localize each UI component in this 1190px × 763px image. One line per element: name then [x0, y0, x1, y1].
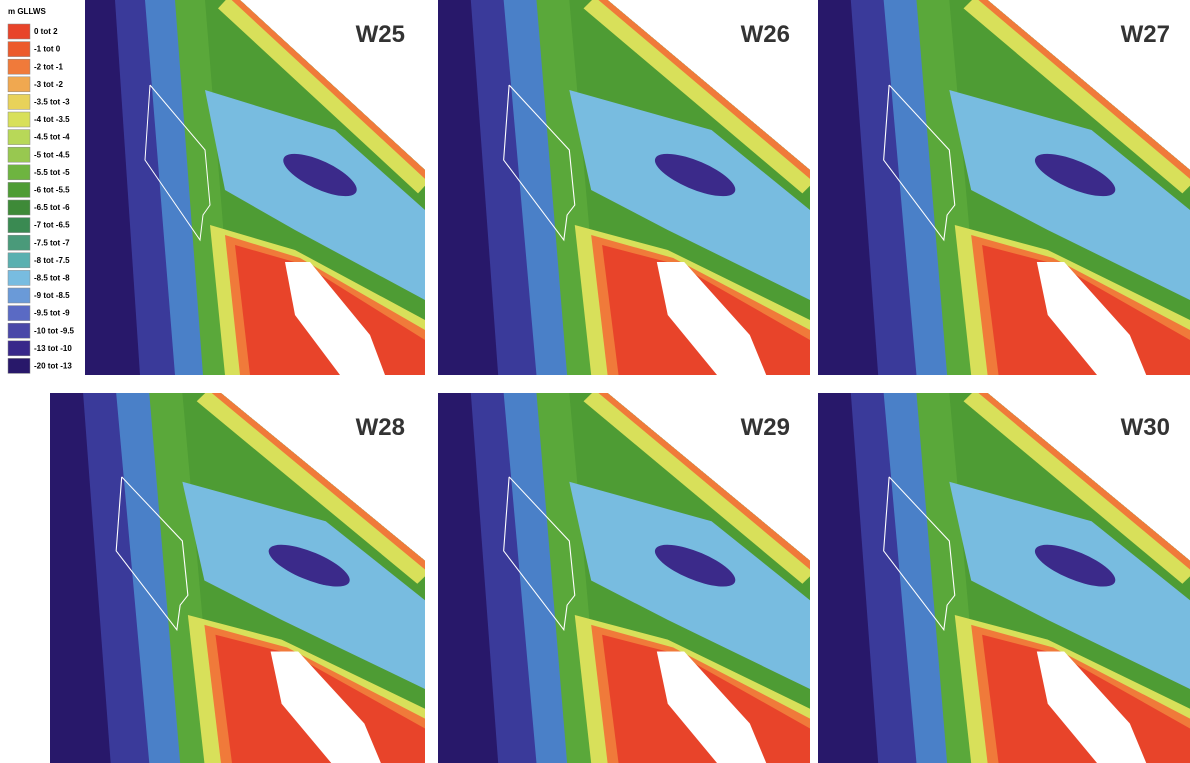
legend-swatch — [8, 165, 30, 180]
legend-label: -3.5 tot -3 — [34, 98, 70, 107]
legend-title: m GLLWS — [8, 7, 46, 16]
legend-swatch — [8, 270, 30, 285]
panel-label: W30 — [1121, 414, 1170, 441]
legend-swatch — [8, 147, 30, 162]
legend-swatch — [8, 77, 30, 92]
legend-label: -8.5 tot -8 — [34, 274, 70, 283]
legend-label: -4 tot -3.5 — [34, 115, 70, 124]
legend-label: -9.5 tot -9 — [34, 309, 70, 318]
panel-label: W25 — [356, 21, 405, 48]
legend-label: -3 tot -2 — [34, 80, 63, 89]
legend-swatch — [8, 323, 30, 338]
legend-swatch — [8, 42, 30, 57]
bathymetry-map — [818, 0, 1190, 375]
map-panel: W25 — [85, 0, 450, 375]
legend-label: -13 tot -10 — [34, 344, 72, 353]
map-panel: W27 — [818, 0, 1190, 375]
panel-label: W28 — [356, 414, 405, 441]
legend-swatch — [8, 182, 30, 197]
legend-swatch — [8, 358, 30, 373]
legend-label: -5 tot -4.5 — [34, 150, 70, 159]
legend-swatch — [8, 24, 30, 39]
legend-label: -7.5 tot -7 — [34, 238, 70, 247]
legend-swatch — [8, 218, 30, 233]
legend-label: -7 tot -6.5 — [34, 221, 70, 230]
legend-swatch — [8, 200, 30, 215]
legend-label: -10 tot -9.5 — [34, 326, 75, 335]
legend-label: -9 tot -8.5 — [34, 291, 70, 300]
map-panel: W28 — [50, 375, 453, 763]
legend-label: -4.5 tot -4 — [34, 133, 70, 142]
map-panel: W29 — [438, 375, 837, 763]
legend-label: -5.5 tot -5 — [34, 168, 70, 177]
legend-swatch — [8, 59, 30, 74]
legend-swatch — [8, 130, 30, 145]
legend-label: -8 tot -7.5 — [34, 256, 70, 265]
bathymetry-map — [438, 0, 837, 375]
legend-swatch — [8, 306, 30, 321]
map-panels: W25 W26 W27 W28 W29 W30 — [50, 0, 1190, 763]
legend: m GLLWS 0 tot 2 -1 tot 0 -2 tot -1 -3 tot -… — [0, 0, 84, 376]
panel-label: W27 — [1121, 21, 1170, 48]
legend-swatch — [8, 94, 30, 109]
legend-label: -20 tot -13 — [34, 362, 72, 371]
legend-label: -6 tot -5.5 — [34, 186, 70, 195]
legend-label: 0 tot 2 — [34, 27, 58, 36]
legend-label: -1 tot 0 — [34, 45, 61, 54]
map-panel: W26 — [438, 0, 837, 375]
page: W25 W26 W27 W28 W29 W30 m GLLWS 0 tot 2 -1 tot… — [0, 0, 1190, 763]
legend-label: -6.5 tot -6 — [34, 203, 70, 212]
map-panel: W30 — [818, 375, 1190, 763]
legend-swatch — [8, 288, 30, 303]
legend-swatch — [8, 253, 30, 268]
bathymetry-map — [85, 0, 450, 375]
legend-label: -2 tot -1 — [34, 62, 63, 71]
panel-label: W26 — [741, 21, 790, 48]
panel-label: W29 — [741, 414, 790, 441]
legend-swatch — [8, 235, 30, 250]
legend-swatch — [8, 341, 30, 356]
legend-swatch — [8, 112, 30, 127]
